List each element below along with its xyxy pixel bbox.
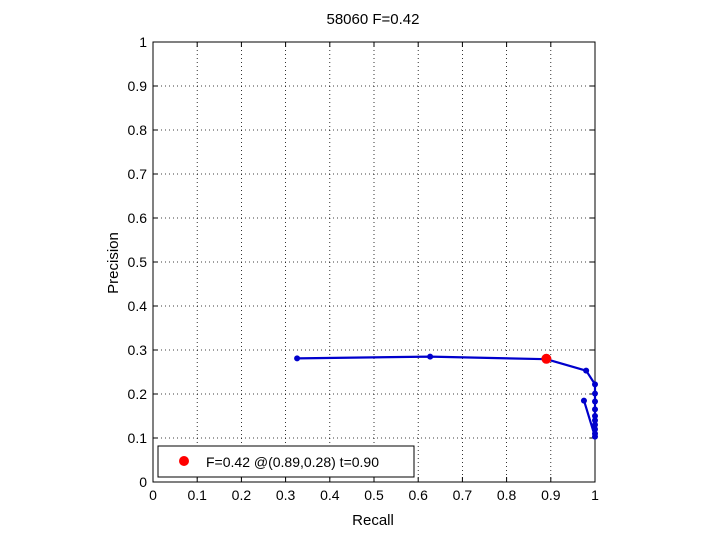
pr-curve-point (427, 353, 434, 360)
series-group (294, 353, 598, 440)
y-tick-label: 0.7 (128, 166, 148, 182)
x-tick-label: 0.7 (453, 487, 473, 503)
y-tick-label: 0.1 (128, 430, 148, 446)
y-tick-label: 0.6 (128, 210, 148, 226)
x-tick-label: 0.8 (497, 487, 517, 503)
legend-box (157, 445, 415, 478)
x-tick-label: 0.3 (276, 487, 296, 503)
chart-title: 58060 F=0.42 (327, 11, 420, 28)
pr-curve-point (580, 397, 587, 404)
pr-curve-point (592, 417, 598, 424)
x-axis-title: Recall (352, 512, 394, 529)
x-tick-label: 0.5 (364, 487, 384, 503)
best-f-point (541, 353, 552, 364)
x-tick-label: 0.2 (232, 487, 252, 503)
pr-curve-point (592, 413, 598, 419)
y-tick-label: 0.2 (128, 386, 148, 402)
pr-curve-point (294, 355, 301, 362)
pr-curve-point (583, 367, 590, 374)
y-tick-label: 0.8 (128, 122, 148, 138)
best-point-group (541, 353, 552, 364)
grid-lines (153, 42, 595, 482)
y-tick-labels: 0 0.1 0.2 0.3 0.4 0.5 0.6 0.7 0.8 0.9 1 (128, 34, 148, 490)
legend-label: F=0.42 @(0.89,0.28) t=0.90 (206, 454, 379, 470)
axis-ticks (152, 41, 596, 483)
pr-curve-point (592, 406, 598, 413)
y-tick-label: 0.9 (128, 78, 148, 94)
y-tick-label: 0.5 (128, 254, 148, 270)
pr-curve-point (592, 421, 598, 428)
x-tick-label: 0.4 (320, 487, 340, 503)
y-tick-label: 0.3 (128, 342, 148, 358)
y-tick-label: 0.4 (128, 298, 148, 314)
pr-curve-point (592, 390, 598, 397)
x-tick-label: 0 (149, 487, 157, 503)
x-tick-label: 0.9 (541, 487, 561, 503)
pr-curve-point (592, 426, 598, 433)
x-tick-label: 0.1 (187, 487, 207, 503)
y-tick-label: 1 (139, 34, 147, 50)
y-axis-title: Precision (105, 232, 122, 294)
pr-curve-point (592, 433, 598, 440)
y-tick-label: 0 (139, 474, 147, 490)
x-tick-labels: 0 0.1 0.2 0.3 0.4 0.5 0.6 0.7 0.8 0.9 1 (149, 487, 599, 503)
x-tick-label: 0.6 (408, 487, 428, 503)
pr-curve-point (592, 398, 598, 405)
legend: F=0.42 @(0.89,0.28) t=0.90 (157, 445, 415, 478)
pr-curve-point (592, 381, 598, 388)
legend-marker (179, 456, 189, 466)
x-tick-label: 1 (591, 487, 599, 503)
